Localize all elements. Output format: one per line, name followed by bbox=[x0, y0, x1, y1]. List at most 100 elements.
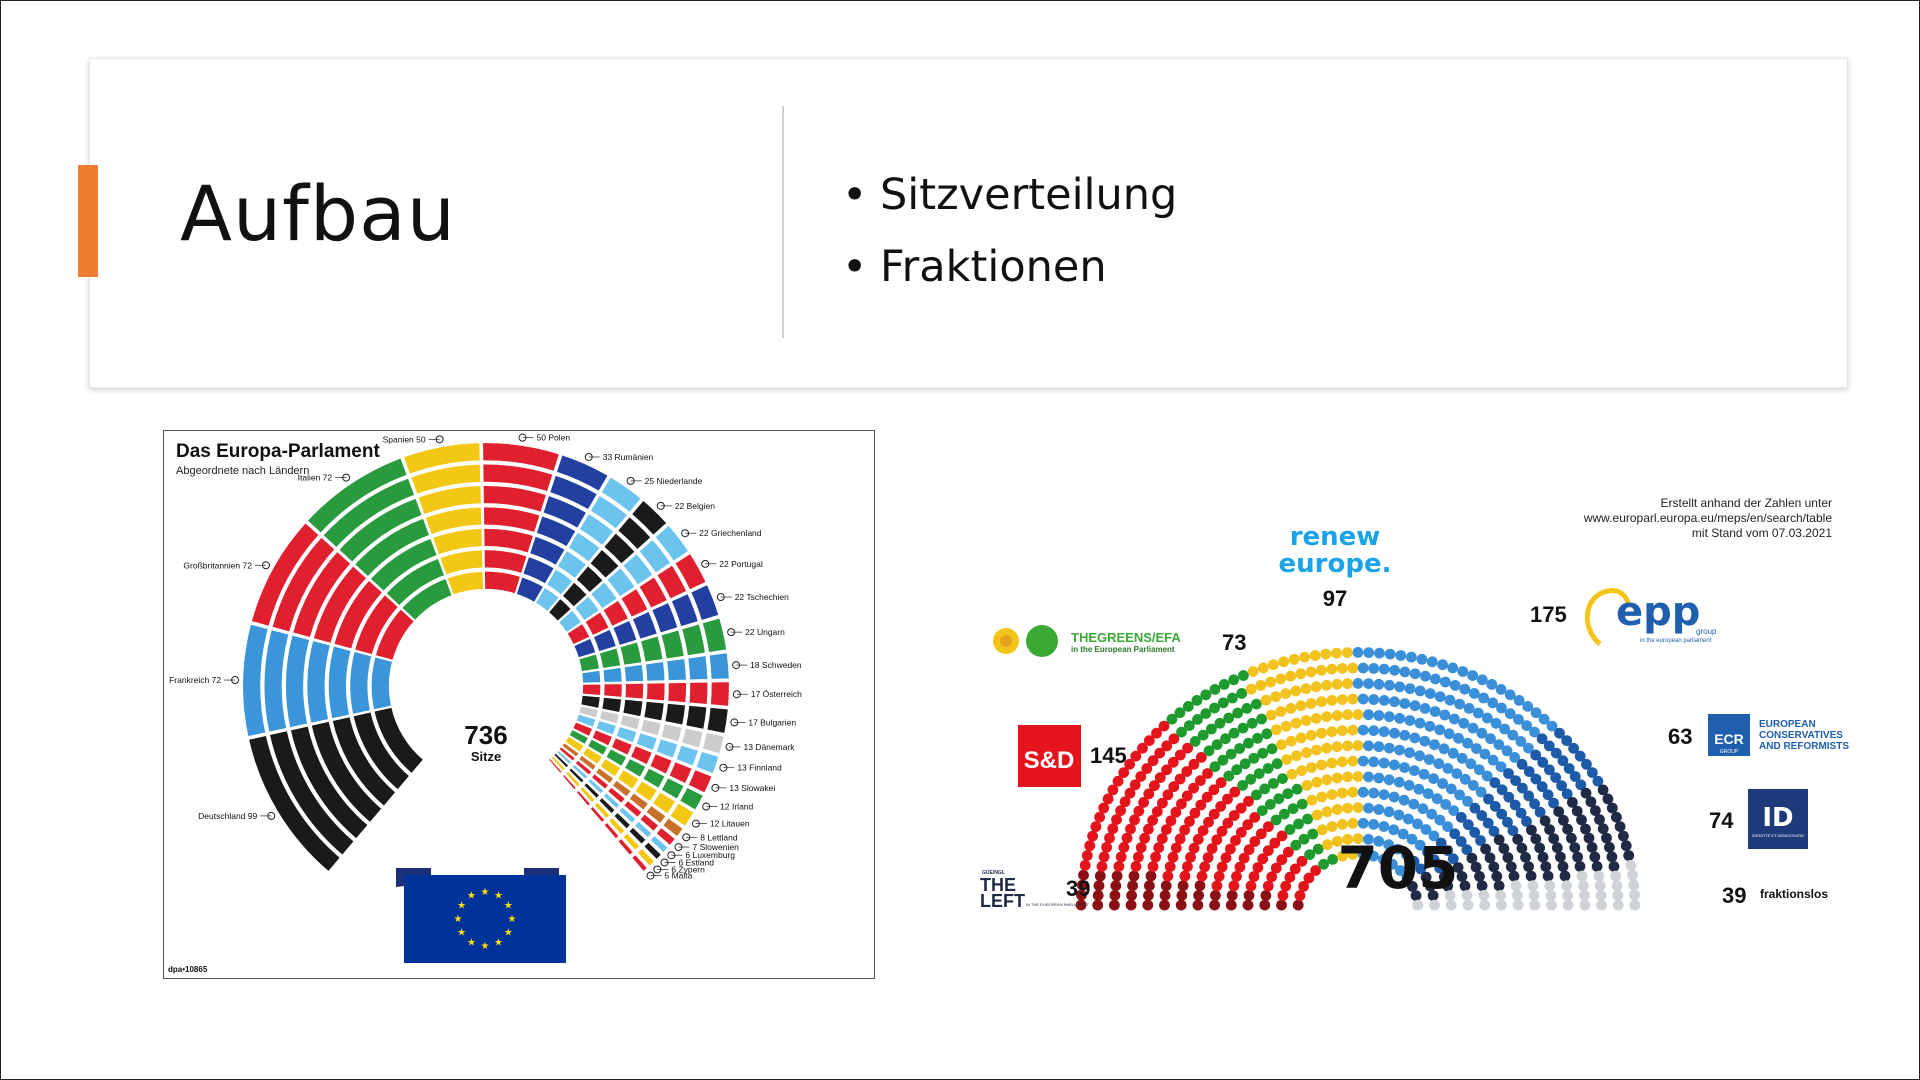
left-logo-line-2: LEFT bbox=[980, 891, 1025, 911]
accent-bar bbox=[78, 165, 98, 277]
svg-text:★: ★ bbox=[494, 891, 503, 902]
country-wedge-24 bbox=[552, 751, 663, 861]
ecr-text-3: AND REFORMISTS bbox=[1759, 741, 1849, 752]
ecr-logo-sub: GROUP bbox=[1720, 749, 1739, 755]
country-center-label: Sitze bbox=[471, 749, 501, 764]
country-wedge-12 bbox=[577, 617, 728, 673]
seats-renew: 97 bbox=[1323, 586, 1347, 611]
country-wedge-6 bbox=[515, 453, 610, 604]
id-logo-text: ID bbox=[1762, 803, 1793, 833]
country-label-3: Italien 72 bbox=[298, 473, 347, 483]
ecr-logo-box bbox=[1708, 714, 1750, 756]
country-wedge-5 bbox=[481, 441, 561, 595]
country-wedge-0 bbox=[247, 706, 425, 873]
greens-logo: THEGREENS/EFA in the European Parliament bbox=[993, 625, 1181, 657]
sd-logo: S&D bbox=[1024, 747, 1075, 774]
sd-logo-box bbox=[1018, 725, 1081, 787]
epp-heart-icon bbox=[1585, 588, 1631, 646]
id-logo-sub: IDENTITÉ ET DÉMOCRATIE bbox=[1752, 833, 1804, 838]
country-label-13: 18 Schweden bbox=[736, 660, 802, 670]
country-wedge-7 bbox=[534, 475, 643, 613]
ecr-logo: ECR GROUP EUROPEAN CONSERVATIVES AND REF… bbox=[1708, 714, 1849, 756]
group-dots-6 bbox=[1407, 784, 1635, 901]
country-wedge-3 bbox=[306, 457, 454, 622]
left-logo-sub: IN THE EUROPEAN PARLIAMENT bbox=[1026, 902, 1090, 907]
country-label-22: 7 Slowenien bbox=[678, 842, 739, 852]
country-label-text-24: 6 Estland bbox=[678, 857, 714, 867]
country-label-text-25: 6 Zypern bbox=[671, 864, 705, 874]
seats-sd: 145 bbox=[1090, 743, 1127, 768]
source-note-line-3: mit Stand vom 07.03.2021 bbox=[1692, 526, 1832, 540]
country-label-text-5: 50 Polen bbox=[537, 433, 571, 443]
left-logo-small: GUE/NGL bbox=[982, 870, 1005, 876]
country-wedge-18 bbox=[571, 721, 713, 794]
country-wedge-26 bbox=[547, 757, 649, 873]
group-dots-1 bbox=[1079, 720, 1321, 901]
bullet-fraktionen: Fraktionen bbox=[842, 231, 1177, 303]
country-wedge-11 bbox=[572, 583, 720, 659]
country-label-text-3: Italien 72 bbox=[298, 473, 333, 483]
country-wedge-2 bbox=[250, 521, 416, 662]
ecr-text-1: EUROPEAN bbox=[1759, 719, 1816, 730]
label-nonattached: fraktionslos bbox=[1760, 887, 1828, 901]
svg-text:★: ★ bbox=[454, 914, 463, 925]
id-logo-box bbox=[1748, 789, 1808, 849]
country-label-text-21: 8 Lettland bbox=[700, 832, 738, 842]
epp-logo: epp group in the european parliament bbox=[1585, 588, 1717, 646]
country-label-text-7: 25 Niederlande bbox=[645, 476, 703, 486]
country-chart-svg: Das Europa-Parlament Abgeordnete nach Lä… bbox=[168, 433, 802, 974]
title-divider bbox=[782, 106, 784, 338]
seats-nonattached: 39 bbox=[1722, 883, 1746, 908]
country-label-text-23: 6 Luxemburg bbox=[685, 850, 735, 860]
source-note-line-1: Erstellt anhand der Zahlen unter bbox=[1661, 496, 1832, 510]
country-label-26: 5 Malta bbox=[650, 871, 693, 881]
svg-text:★: ★ bbox=[481, 887, 490, 898]
country-wedge-22 bbox=[558, 745, 677, 847]
country-seat-chart: Das Europa-Parlament Abgeordnete nach Lä… bbox=[163, 430, 875, 979]
svg-text:★: ★ bbox=[504, 928, 513, 939]
country-wedge-1 bbox=[241, 623, 394, 738]
country-label-4: Spanien 50 bbox=[383, 434, 440, 444]
country-label-0: Deutschland 99 bbox=[198, 811, 272, 821]
country-label-19: 12 Irland bbox=[706, 802, 754, 812]
country-label-15: 17 Bulgarien bbox=[734, 717, 796, 727]
seats-left: 39 bbox=[1066, 876, 1090, 901]
ecr-logo-text: ECR bbox=[1714, 731, 1744, 747]
epp-logo-text: epp bbox=[1616, 589, 1700, 635]
country-chart-source: dpa•10865 bbox=[168, 965, 208, 974]
seats-greens: 73 bbox=[1222, 630, 1246, 655]
greens-circle-icon bbox=[1026, 625, 1058, 657]
country-wedge-15 bbox=[579, 694, 730, 735]
seats-epp: 175 bbox=[1530, 602, 1567, 627]
country-wedge-9 bbox=[557, 524, 690, 634]
country-label-8: 22 Belgien bbox=[660, 501, 715, 511]
country-wedge-21 bbox=[560, 741, 685, 838]
country-label-text-12: 22 Ungarn bbox=[745, 627, 785, 637]
svg-text:★: ★ bbox=[457, 901, 466, 912]
bullet-sitzverteilung: Sitzverteilung bbox=[842, 159, 1177, 231]
country-wedge-13 bbox=[580, 651, 731, 684]
country-wedge-20 bbox=[563, 735, 695, 828]
seats-id: 74 bbox=[1709, 808, 1734, 833]
country-wedge-14 bbox=[581, 680, 731, 708]
country-label-6: 33 Rumänien bbox=[588, 452, 654, 462]
sunflower-icon bbox=[993, 628, 1019, 654]
total-seats: 705 bbox=[1337, 834, 1458, 902]
country-label-text-17: 13 Finnland bbox=[737, 763, 782, 773]
country-label-text-10: 22 Portugal bbox=[719, 559, 763, 569]
country-center-number: 736 bbox=[464, 720, 507, 750]
country-label-5: 50 Polen bbox=[522, 433, 571, 443]
epp-logo-sub-2: in the european parliament bbox=[1640, 638, 1712, 644]
country-label-25: 6 Zypern bbox=[657, 864, 705, 874]
group-chart-svg: Erstellt anhand der Zahlen unter www.eur… bbox=[980, 496, 1849, 911]
svg-text:★: ★ bbox=[504, 901, 513, 912]
country-label-text-15: 17 Bulgarien bbox=[748, 717, 796, 727]
renew-logo-line-1: renew bbox=[1290, 522, 1381, 552]
ecr-text-2: CONSERVATIVES bbox=[1759, 730, 1843, 741]
country-arcs bbox=[241, 441, 731, 873]
country-label-text-26: 5 Malta bbox=[665, 871, 693, 881]
svg-text:★: ★ bbox=[467, 891, 476, 902]
country-label-text-4: Spanien 50 bbox=[383, 434, 426, 444]
country-wedge-16 bbox=[577, 705, 725, 755]
country-label-23: 6 Luxemburg bbox=[671, 850, 735, 860]
